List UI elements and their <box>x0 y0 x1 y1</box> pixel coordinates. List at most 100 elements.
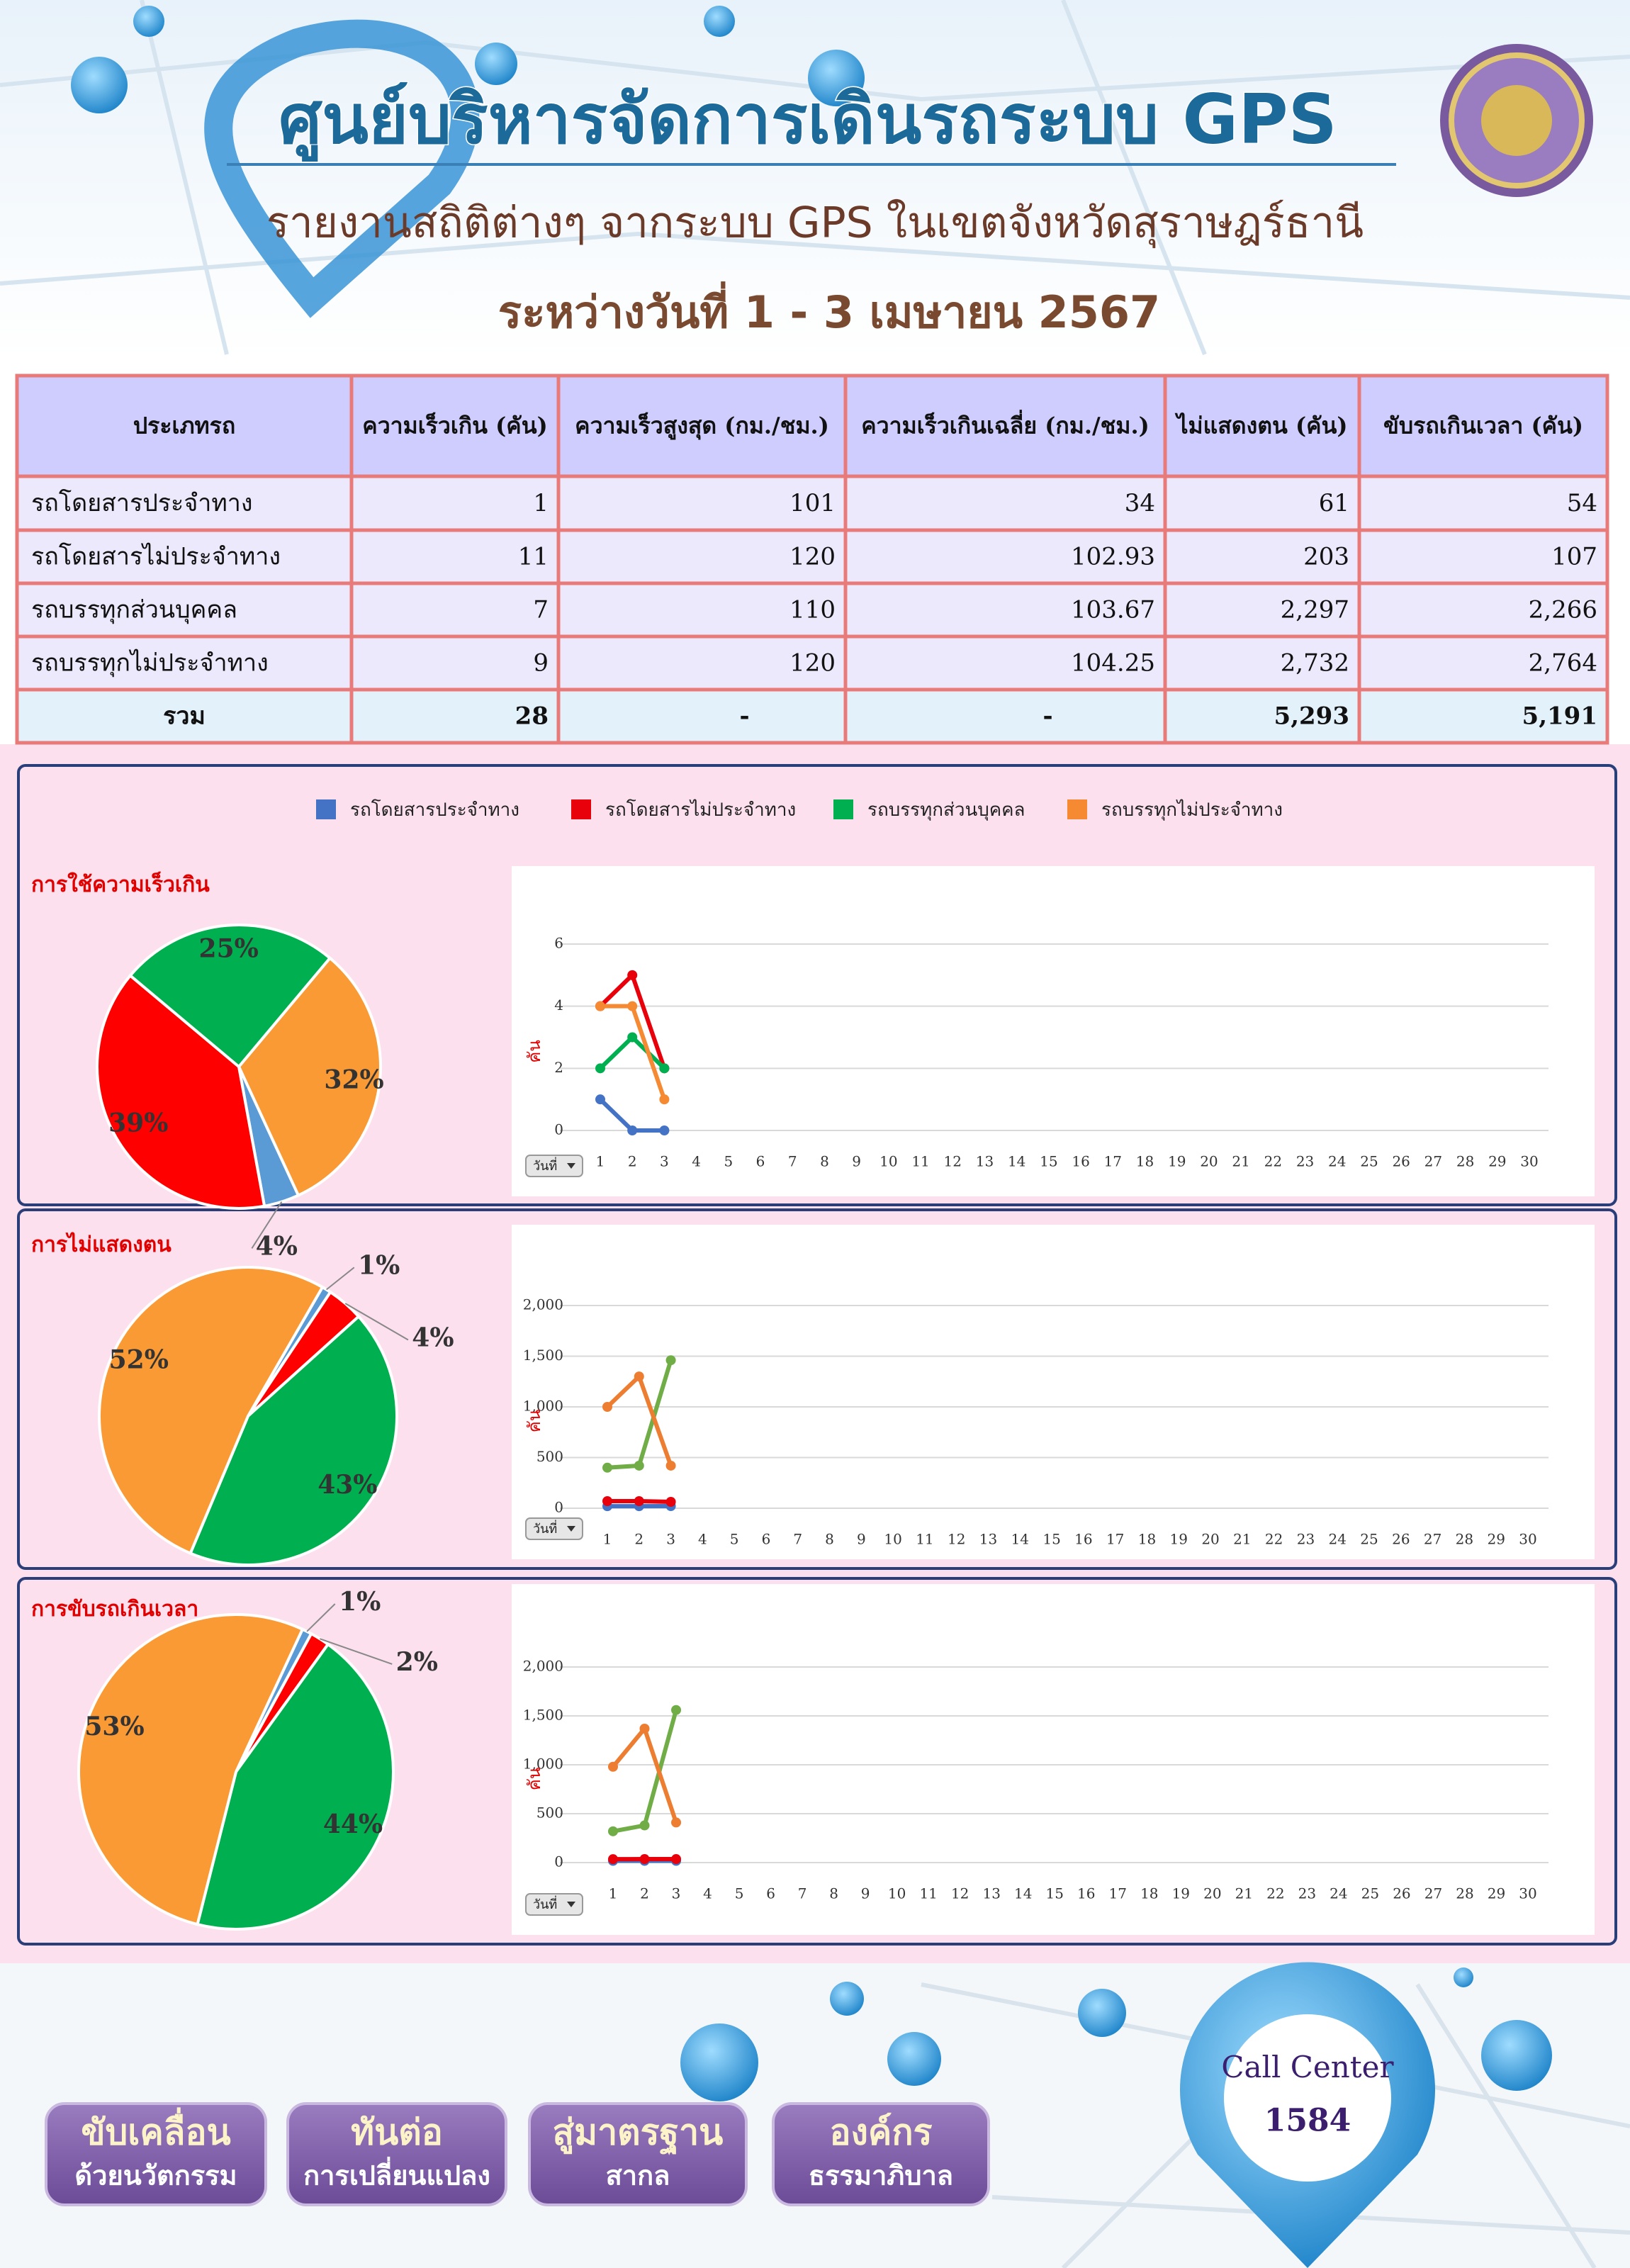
pie-label: 4% <box>412 1323 454 1352</box>
table-text: 203 <box>1303 543 1349 571</box>
series-point <box>608 1826 618 1836</box>
series-point <box>627 1125 638 1135</box>
x-tick-label: 7 <box>793 1531 802 1548</box>
x-tick-label: 2 <box>634 1531 643 1548</box>
series-point <box>659 1063 670 1074</box>
x-tick-label: 28 <box>1456 1885 1473 1902</box>
x-tick-label: 24 <box>1330 1885 1347 1902</box>
table-text: 11 <box>518 543 549 571</box>
x-selector-label: วันที่ <box>533 1895 557 1912</box>
x-tick-label: 16 <box>1072 1153 1089 1170</box>
legend-label: รถบรรทุกส่วนบุคคล <box>867 799 1025 821</box>
call-label: Call Center <box>1221 2050 1394 2084</box>
footer-buttons: ขับเคลื่อนด้วยนวัตกรรม ทันต่อการเปลี่ยนแป… <box>45 2102 990 2206</box>
legend-label: รถโดยสารประจำทาง <box>350 799 519 821</box>
table-cell <box>1357 687 1609 745</box>
x-tick-label: 12 <box>944 1153 962 1170</box>
x-selector-caret <box>567 1526 575 1532</box>
series-point <box>671 1705 682 1715</box>
x-tick-label: 19 <box>1170 1531 1188 1548</box>
call-circle <box>1224 2014 1391 2182</box>
table-text: 101 <box>789 489 836 517</box>
x-tick-label: 3 <box>666 1531 675 1548</box>
series-point <box>659 1094 670 1105</box>
leader-line <box>306 1603 336 1632</box>
series-point <box>671 1854 682 1865</box>
x-tick-label: 18 <box>1138 1531 1156 1548</box>
series-point <box>659 1125 670 1135</box>
table-text: 2,764 <box>1529 649 1597 678</box>
x-tick-label: 15 <box>1046 1885 1064 1902</box>
legend-label: รถบรรทุกไม่ประจำทาง <box>1101 799 1283 821</box>
table-text: - <box>1042 702 1052 731</box>
table-cell <box>15 687 354 745</box>
x-tick-label: 25 <box>1360 1531 1378 1548</box>
x-tick-label: 8 <box>825 1531 834 1548</box>
x-tick-label: 11 <box>911 1153 929 1170</box>
x-tick-label: 10 <box>888 1885 906 1902</box>
series-point <box>627 1032 638 1043</box>
x-tick-label: 5 <box>735 1885 744 1902</box>
y-tick-label: 1,500 <box>523 1707 563 1724</box>
table-text: 9 <box>533 649 549 678</box>
pie-slice <box>128 923 332 1069</box>
call-number: 1584 <box>1264 2103 1351 2139</box>
footer-button <box>45 2102 267 2206</box>
pie-label: 32% <box>324 1065 383 1095</box>
y-tick-label: 2,000 <box>523 1296 563 1313</box>
x-tick-label: 22 <box>1266 1885 1284 1902</box>
button-line1: องค์กร <box>829 2112 932 2153</box>
x-selector[interactable] <box>525 1893 583 1916</box>
table-cell <box>349 634 561 692</box>
table-text: 54 <box>1567 489 1597 517</box>
table-text: 5,293 <box>1274 702 1349 731</box>
table-cell <box>1163 687 1361 745</box>
x-tick-label: 16 <box>1074 1531 1092 1548</box>
pie-label: 53% <box>84 1712 144 1741</box>
x-tick-label: 20 <box>1200 1153 1218 1170</box>
x-tick-label: 15 <box>1042 1531 1060 1548</box>
x-tick-label: 1 <box>603 1531 612 1548</box>
x-tick-label: 20 <box>1203 1885 1221 1902</box>
series-point <box>639 1723 650 1734</box>
y-tick-label: 500 <box>536 1804 563 1821</box>
x-tick-label: 4 <box>703 1885 712 1902</box>
panel-title: การไม่แสดงตน <box>31 1232 172 1257</box>
x-tick-label: 12 <box>948 1531 965 1548</box>
column-header: ความเร็วสูงสุด (กม./ชม.) <box>575 412 829 441</box>
series-point <box>671 1817 682 1828</box>
table-text: 110 <box>789 596 836 624</box>
x-tick-label: 1 <box>609 1885 618 1902</box>
table-cell <box>1357 374 1609 478</box>
table-text: รถบรรทุกส่วนบุคคล <box>31 596 237 624</box>
table-cell <box>15 374 354 478</box>
series-point <box>595 1001 605 1011</box>
pie-slice <box>196 1642 395 1931</box>
table-cell <box>556 634 848 692</box>
series-point <box>627 970 638 980</box>
x-tick-label: 24 <box>1328 1153 1346 1170</box>
chart-box <box>512 1225 1595 1559</box>
x-selector[interactable] <box>525 1517 583 1540</box>
y-tick-label: 2 <box>554 1059 563 1076</box>
x-tick-label: 25 <box>1361 1885 1379 1902</box>
table-text: 1 <box>533 489 549 517</box>
map-lines <box>0 0 1630 356</box>
table-text: 104.25 <box>1071 649 1155 678</box>
x-tick-label: 27 <box>1424 1885 1442 1902</box>
x-tick-label: 27 <box>1424 1153 1442 1170</box>
y-tick-label: 4 <box>554 997 563 1014</box>
table-text: 28 <box>515 702 549 731</box>
button-line2: ธรรมาภิบาล <box>809 2160 953 2191</box>
x-selector[interactable] <box>525 1155 583 1177</box>
x-tick-label: 7 <box>798 1885 807 1902</box>
series-point <box>665 1460 676 1471</box>
x-selector-caret <box>567 1163 575 1169</box>
table-text: 34 <box>1125 489 1155 517</box>
y-tick-label: 2,000 <box>523 1658 563 1675</box>
series-point <box>634 1460 644 1471</box>
pie-label: 1% <box>358 1250 400 1280</box>
table-text: รถโดยสารประจำทาง <box>31 489 252 517</box>
summary-table: ประเภทรถ ความเร็วเกิน (คัน) ความเร็วสูงสุด… <box>15 374 1609 745</box>
